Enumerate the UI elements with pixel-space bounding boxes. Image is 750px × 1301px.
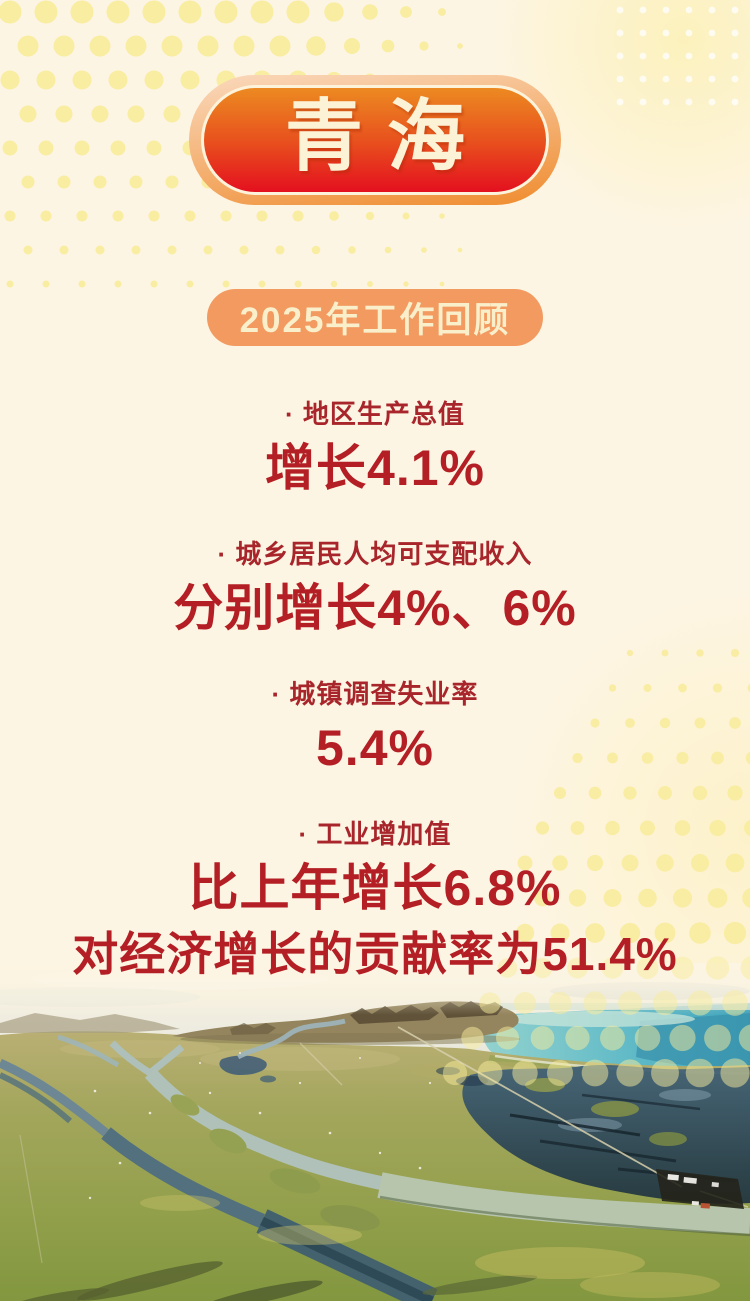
- title-badge: 青海: [189, 75, 561, 205]
- title-badge-inner: 青海: [201, 85, 549, 195]
- stat-item: · 地区生产总值 增长4.1%: [265, 394, 485, 498]
- stat-label: · 城镇调查失业率: [271, 679, 479, 709]
- province-title: 青海: [284, 92, 489, 180]
- road: [397, 1026, 683, 1188]
- livestock-specks: [88, 1052, 432, 1200]
- stat-value: 对经济增长的贡献率为51.4%: [72, 928, 678, 980]
- stat-item: · 城乡居民人均可支配收入 分别增长4%、6%: [173, 534, 577, 638]
- stat-item: · 城镇调查失业率 5.4%: [272, 674, 479, 778]
- stat-value: 比上年增长6.8%: [188, 860, 562, 916]
- stat-label: · 工业增加值: [298, 819, 452, 849]
- stat-value: 5.4%: [316, 720, 434, 776]
- farm-buildings: [656, 1169, 744, 1209]
- stats-list: · 地区生产总值 增长4.1% · 城乡居民人均可支配收入 分别增长4%、6% …: [72, 394, 677, 982]
- dark-river: [0, 1058, 109, 1137]
- stat-value: 增长4.1%: [265, 440, 485, 496]
- stat-item: · 工业增加值 比上年增长6.8% 对经济增长的贡献率为51.4%: [72, 814, 677, 982]
- stat-label: · 城乡居民人均可支配收入: [217, 539, 533, 569]
- far-hills: [0, 1013, 180, 1033]
- stat-label: · 地区生产总值: [285, 399, 465, 429]
- pond: [219, 1055, 267, 1075]
- section-badge: 2025年工作回顾: [206, 289, 544, 346]
- section-title: 2025年工作回顾: [239, 301, 511, 340]
- stat-value: 分别增长4%、6%: [173, 580, 577, 636]
- river: [236, 1018, 346, 1060]
